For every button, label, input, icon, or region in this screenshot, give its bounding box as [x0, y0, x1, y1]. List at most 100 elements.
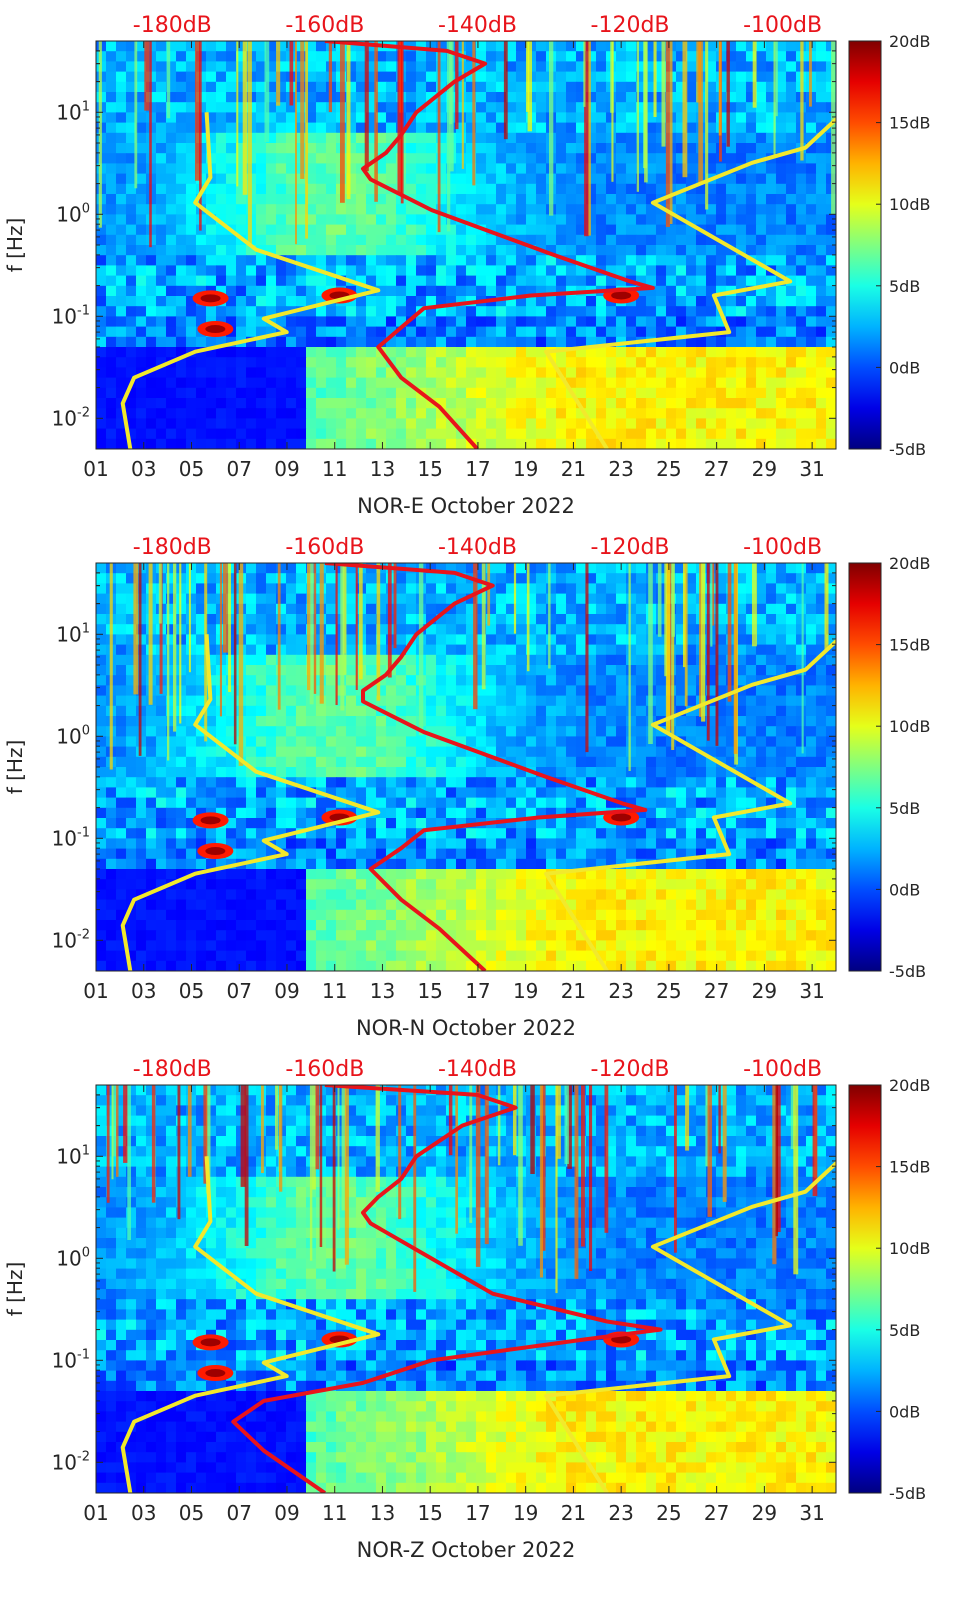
- x-tick-label: 17: [465, 979, 490, 1003]
- top-db-tick-label: -180dB: [133, 535, 212, 560]
- x-tick-label: 07: [226, 457, 251, 481]
- y-axis-label: f [Hz]: [3, 1262, 27, 1317]
- y-tick-label: 10-2: [52, 405, 90, 430]
- x-tick-label: 27: [704, 979, 729, 1003]
- yellow-noise-model-curve: [544, 116, 836, 449]
- x-tick-label: 17: [465, 1501, 490, 1525]
- colorbar: [848, 40, 882, 450]
- x-tick-label: 09: [274, 979, 299, 1003]
- top-db-tick-label: -100dB: [743, 13, 822, 38]
- colorbar: [848, 562, 882, 972]
- top-db-tick-label: -120dB: [591, 1057, 670, 1082]
- y-tick-label: 100: [56, 723, 90, 748]
- colorbar-tick-label: 5dB: [889, 1321, 920, 1340]
- x-tick-label: 25: [656, 457, 681, 481]
- x-tick-label: 15: [417, 979, 442, 1003]
- x-tick-label: 03: [131, 457, 156, 481]
- top-db-tick-label: -180dB: [133, 1057, 212, 1082]
- red-noise-curve: [231, 1085, 663, 1493]
- x-tick-label: 27: [704, 457, 729, 481]
- x-tick-label: 21: [561, 1501, 586, 1525]
- colorbar-tick-label: 10dB: [889, 717, 931, 736]
- x-tick-label: 01: [83, 457, 108, 481]
- spectrogram-heatmap: [96, 563, 836, 971]
- x-tick-label: 21: [561, 979, 586, 1003]
- yellow-noise-model-curve: [120, 1156, 381, 1493]
- y-tick-label: 10-2: [52, 927, 90, 952]
- colorbar-tick-label: -5dB: [889, 962, 926, 981]
- x-tick-label: 03: [131, 979, 156, 1003]
- yellow-noise-model-curve: [120, 634, 381, 971]
- yellow-noise-model-curve: [544, 638, 836, 971]
- y-axis-label: f [Hz]: [3, 218, 27, 273]
- y-tick-label: 10-1: [52, 1347, 90, 1372]
- colorbar-tick-label: 15dB: [889, 1158, 931, 1177]
- spectrogram-svg: 01 03 05 07 09 11 13 15 17 19 21 23 25 27 29 31 10-2 10-1…: [3, 535, 931, 1040]
- top-db-tick-label: -160dB: [285, 13, 364, 38]
- x-tick-label: 23: [608, 1501, 633, 1525]
- y-tick-label: 100: [56, 201, 90, 226]
- x-tick-label: 01: [83, 979, 108, 1003]
- colorbar-tick-label: 20dB: [889, 554, 931, 573]
- spectrogram-panel: 01 03 05 07 09 11 13 15 17 19 21 23 25 27 29 31 10-2 10-1…: [0, 1044, 962, 1577]
- x-tick-label: 09: [274, 457, 299, 481]
- x-tick-label: 13: [370, 979, 395, 1003]
- x-tick-label: 19: [513, 457, 538, 481]
- x-tick-label: 15: [417, 457, 442, 481]
- x-tick-label: 29: [752, 1501, 777, 1525]
- top-db-tick-label: -140dB: [438, 13, 517, 38]
- y-tick-label: 100: [56, 1245, 90, 1270]
- colorbar-tick-label: 20dB: [889, 1076, 931, 1095]
- top-db-tick-label: -140dB: [438, 1057, 517, 1082]
- y-tick-label: 101: [56, 621, 90, 646]
- top-db-tick-label: -160dB: [285, 535, 364, 560]
- x-tick-label: 23: [608, 457, 633, 481]
- x-tick-label: 01: [83, 1501, 108, 1525]
- y-tick-label: 10-1: [52, 825, 90, 850]
- spectrogram-heatmap: [96, 41, 836, 449]
- spectrogram-heatmap: [96, 1085, 836, 1493]
- top-db-tick-label: -120dB: [591, 535, 670, 560]
- colorbar-tick-label: 0dB: [889, 880, 920, 899]
- colorbar-tick-label: 0dB: [889, 1402, 920, 1421]
- red-noise-curve: [324, 563, 648, 971]
- x-tick-label: 23: [608, 979, 633, 1003]
- spectrogram-panel: 01 03 05 07 09 11 13 15 17 19 21 23 25 27 29 31 10-2 10-1…: [0, 522, 962, 1055]
- y-tick-label: 10-2: [52, 1449, 90, 1474]
- x-tick-label: 19: [513, 1501, 538, 1525]
- x-tick-label: 29: [752, 457, 777, 481]
- colorbar-tick-label: 0dB: [889, 358, 920, 377]
- y-tick-label: 101: [56, 1143, 90, 1168]
- x-tick-label: 17: [465, 457, 490, 481]
- colorbar-tick-label: 15dB: [889, 114, 931, 133]
- x-tick-label: 31: [799, 979, 824, 1003]
- top-db-tick-label: -180dB: [133, 13, 212, 38]
- x-tick-label: 29: [752, 979, 777, 1003]
- x-tick-label: 25: [656, 979, 681, 1003]
- x-tick-label: 09: [274, 1501, 299, 1525]
- x-axis-label: NOR-Z October 2022: [357, 1538, 576, 1562]
- spectrogram-panel: 01 03 05 07 09 11 13 15 17 19 21 23 25 27 29 31 10-2 10-1…: [0, 0, 962, 533]
- y-axis-label: f [Hz]: [3, 740, 27, 795]
- x-tick-label: 11: [322, 457, 347, 481]
- red-noise-curve: [324, 41, 655, 449]
- x-axis-label: NOR-E October 2022: [357, 494, 575, 518]
- x-tick-label: 07: [226, 1501, 251, 1525]
- x-tick-label: 13: [370, 457, 395, 481]
- top-db-tick-label: -100dB: [743, 535, 822, 560]
- x-tick-label: 27: [704, 1501, 729, 1525]
- x-tick-label: 11: [322, 979, 347, 1003]
- colorbar-tick-label: 10dB: [889, 195, 931, 214]
- top-db-tick-label: -100dB: [743, 1057, 822, 1082]
- x-tick-label: 05: [179, 457, 204, 481]
- x-tick-label: 31: [799, 1501, 824, 1525]
- x-tick-label: 05: [179, 979, 204, 1003]
- yellow-noise-model-curve: [544, 1160, 836, 1493]
- x-tick-label: 21: [561, 457, 586, 481]
- top-db-tick-label: -160dB: [285, 1057, 364, 1082]
- spectrogram-svg: 01 03 05 07 09 11 13 15 17 19 21 23 25 27 29 31 10-2 10-1…: [3, 13, 931, 518]
- colorbar-tick-label: -5dB: [889, 440, 926, 459]
- colorbar-tick-label: 10dB: [889, 1239, 931, 1258]
- colorbar-tick-label: 5dB: [889, 799, 920, 818]
